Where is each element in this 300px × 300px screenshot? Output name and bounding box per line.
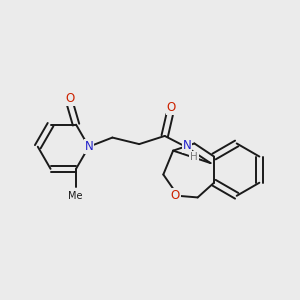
- Text: Me: Me: [68, 191, 83, 201]
- Text: N: N: [183, 139, 191, 152]
- Text: N: N: [84, 140, 93, 153]
- Text: O: O: [167, 101, 176, 114]
- Text: O: O: [171, 189, 180, 202]
- Text: H: H: [190, 152, 198, 161]
- Text: O: O: [65, 92, 75, 105]
